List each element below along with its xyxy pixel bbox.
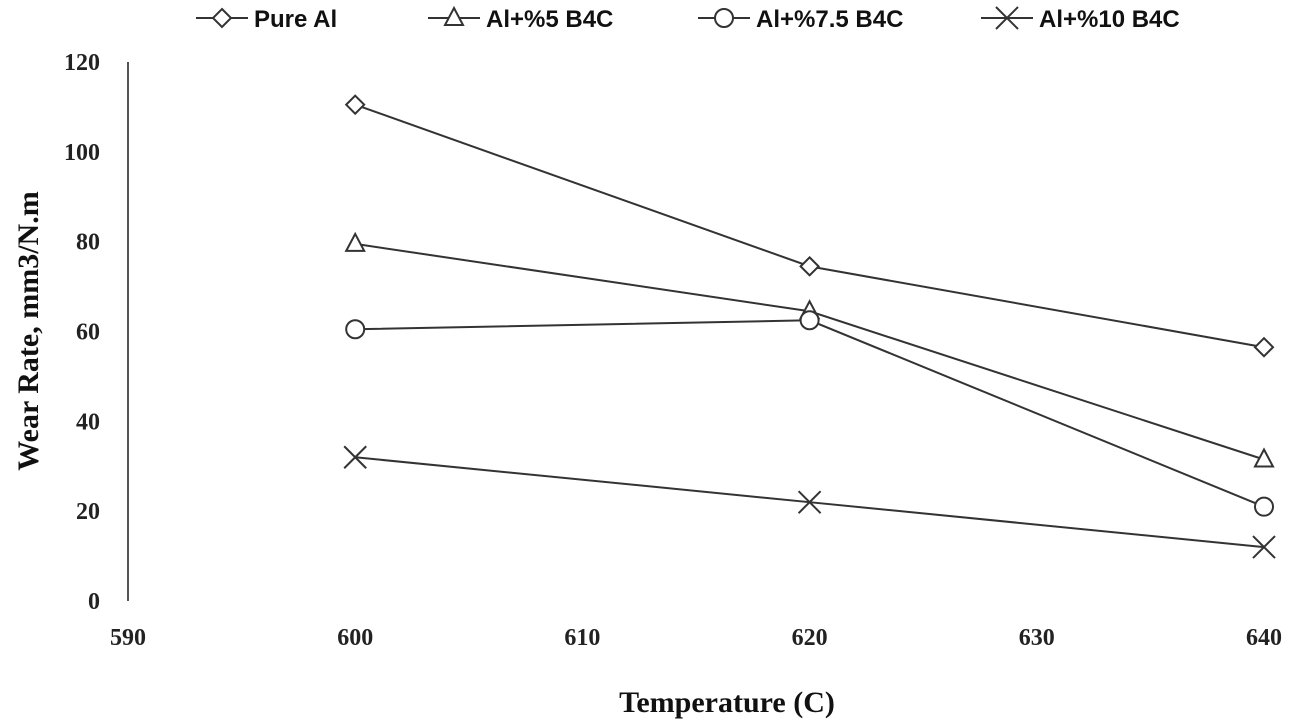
x-tick-label: 620 xyxy=(792,625,828,651)
legend-label: Pure Al xyxy=(254,6,337,33)
legend-label: Al+%7.5 B4C xyxy=(756,6,903,33)
y-axis-title: Wear Rate, mm3/N.m xyxy=(12,191,45,470)
x-tick-label: 640 xyxy=(1246,625,1282,651)
y-tick-label: 80 xyxy=(76,230,100,256)
y-tick-label: 60 xyxy=(76,320,100,346)
y-tick-labels: 0 20 40 60 80 100 120 xyxy=(64,50,100,615)
series-group xyxy=(343,94,1276,559)
y-tick-label: 20 xyxy=(76,499,100,525)
legend-item: Al+%5 B4C xyxy=(428,5,613,33)
data-point-diamond xyxy=(799,255,821,277)
series-1 xyxy=(344,94,1275,358)
legend-marker-triangle xyxy=(443,5,465,26)
data-point-triangle xyxy=(344,231,366,252)
data-point-x xyxy=(797,490,822,514)
data-point-diamond xyxy=(344,94,366,116)
series-4 xyxy=(343,445,1276,559)
legend-label: Al+%10 B4C xyxy=(1039,6,1180,33)
data-point-circle xyxy=(799,310,820,331)
data-point-circle xyxy=(1254,496,1274,517)
y-tick-label: 120 xyxy=(64,50,100,76)
x-tick-label: 630 xyxy=(1019,625,1055,651)
x-tick-label: 610 xyxy=(564,625,600,651)
y-tick-label: 40 xyxy=(76,409,100,435)
x-tick-label: 600 xyxy=(337,625,373,651)
data-point-circle xyxy=(345,319,366,340)
x-axis-title: Temperature (C) xyxy=(619,686,835,719)
legend-item: Pure Al xyxy=(196,6,337,33)
data-point-x xyxy=(1252,535,1276,559)
legend-marker-circle xyxy=(714,8,734,28)
legend-item: Al+%10 B4C xyxy=(981,6,1180,33)
data-point-triangle xyxy=(1253,447,1275,468)
legend-marker-diamond xyxy=(211,7,233,29)
series-line xyxy=(355,319,1265,508)
y-tick-label: 100 xyxy=(64,140,100,166)
x-tick-labels: 590 600 610 620 630 640 xyxy=(110,625,1282,651)
series-3 xyxy=(345,310,1274,517)
data-point-diamond xyxy=(1253,336,1275,358)
y-tick-label: 0 xyxy=(88,589,100,615)
x-tick-label: 590 xyxy=(110,625,146,651)
legend-item: Al+%7.5 B4C xyxy=(698,6,903,33)
legend-marker-x xyxy=(995,6,1019,30)
legend-label: Al+%5 B4C xyxy=(486,6,613,33)
data-point-x xyxy=(343,445,367,469)
legend: Pure Al Al+%5 B4C Al+%7.5 B4C Al+%10 B4C xyxy=(196,5,1180,33)
